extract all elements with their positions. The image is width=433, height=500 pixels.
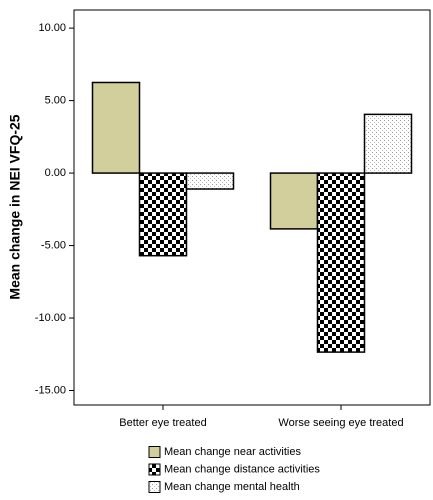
plot-frame: [73, 9, 431, 406]
legend-label: Mean change distance activities: [164, 463, 320, 475]
y-tick-label: 0.00: [45, 167, 66, 179]
y-tick-label: -15.00: [35, 384, 66, 396]
bar: [269, 172, 319, 230]
y-tick-label: 10.00: [38, 22, 66, 34]
y-axis-title: Mean change in NEI VFQ-25: [7, 114, 23, 299]
bar: [138, 172, 188, 257]
bar: [91, 81, 141, 174]
y-tick-label: -10.00: [35, 312, 66, 324]
y-tick-label: 5.00: [45, 95, 66, 107]
x-tick-label: Better eye treated: [119, 417, 206, 429]
legend-swatch: [148, 446, 161, 458]
legend-label: Mean change near activities: [164, 446, 301, 458]
bar: [185, 172, 235, 190]
legend-swatch: [148, 463, 161, 476]
y-tick-label: -5.00: [41, 239, 66, 251]
legend-swatch: [148, 481, 161, 493]
x-tick-label: Worse seeing eye treated: [278, 417, 403, 429]
bar: [316, 172, 366, 353]
bar: [363, 113, 413, 174]
legend-label: Mean change mental health: [164, 481, 300, 493]
